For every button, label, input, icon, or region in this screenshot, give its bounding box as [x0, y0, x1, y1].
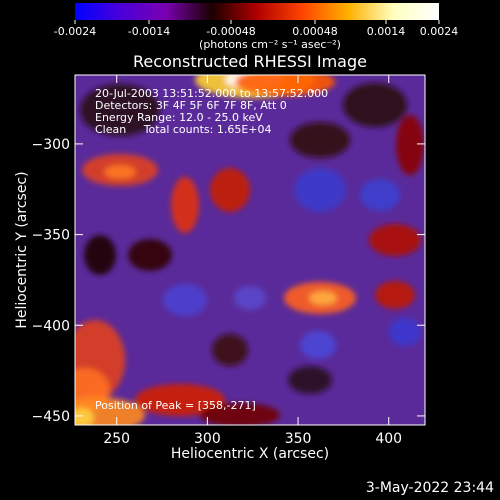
emission-region: [309, 291, 337, 305]
info-time-range: 20-Jul-2003 13:51:52.000 to 13:57:52.000: [95, 87, 328, 100]
x-tick-label: 400: [375, 431, 402, 447]
x-tick-label: 350: [285, 431, 312, 447]
colorbar-tick-label: -0.00048: [206, 25, 255, 38]
observation-info: 20-Jul-2003 13:51:52.000 to 13:57:52.000…: [95, 87, 328, 136]
info-energy-range: Energy Range: 12.0 - 25.0 keV: [95, 111, 263, 124]
colorbar: [75, 3, 439, 20]
emission-region: [290, 122, 350, 158]
x-axis-label: Heliocentric X (arcsec): [171, 446, 329, 462]
emission-region: [234, 286, 266, 310]
info-clean-counts: Clean Total counts: 1.65E+04: [95, 123, 272, 136]
footer-date: 3-May-2022 23:44: [365, 480, 494, 496]
emission-region: [212, 334, 248, 366]
emission-region: [171, 177, 199, 233]
emission-region: [300, 331, 336, 359]
emission-region: [235, 75, 335, 96]
emission-region: [80, 84, 160, 136]
colorbar-tick-label: 0.00048: [292, 25, 338, 38]
emission-region: [343, 83, 407, 127]
colorbar-ticks: -0.0024 -0.0014 -0.00048 0.00048 0.0014 0.002…: [54, 20, 458, 38]
colorbar-unit-label: (photons cm⁻² s⁻¹ asec⁻²): [199, 38, 341, 51]
y-tick-label: −450: [32, 409, 70, 425]
emission-region: [369, 224, 421, 256]
x-tick-label: 250: [103, 431, 130, 447]
y-tick-label: −300: [32, 137, 70, 153]
emission-region: [84, 235, 116, 275]
y-tick-label: −350: [32, 228, 70, 244]
chart-title: Reconstructed RHESSI Image: [133, 52, 367, 71]
emission-region: [294, 168, 346, 212]
plot-frame: [74, 74, 426, 426]
colorbar-tick-label: 0.0024: [420, 25, 459, 38]
emission-region: [104, 165, 136, 179]
info-detectors: Detectors: 3F 4F 5F 6F 7F 8F, Att 0: [95, 99, 287, 112]
axis-ticks: 250 300 350 400 −300 −350 −400 −450: [32, 75, 425, 447]
emission-region: [128, 239, 172, 271]
emission-region: [163, 284, 207, 316]
colorbar-tick-label: -0.0024: [54, 25, 96, 38]
emission-region: [360, 179, 400, 211]
y-tick-label: −400: [32, 318, 70, 334]
emission-region: [200, 403, 280, 425]
emission-region: [75, 408, 94, 425]
emission-region: [135, 384, 225, 416]
heatmap-image: [75, 75, 424, 425]
emission-region: [396, 115, 424, 175]
emission-region: [389, 318, 421, 346]
colorbar-tick-label: -0.0014: [128, 25, 170, 38]
emission-region: [288, 366, 332, 394]
x-tick-label: 300: [194, 431, 221, 447]
peak-position-label: Position of Peak = [358,-271]: [95, 399, 256, 412]
emission-region: [210, 168, 250, 212]
y-axis-label: Heliocentric Y (arcsec): [14, 171, 30, 328]
colorbar-tick-label: 0.0014: [367, 25, 406, 38]
emission-region: [375, 281, 415, 309]
peak-point: [311, 89, 315, 93]
